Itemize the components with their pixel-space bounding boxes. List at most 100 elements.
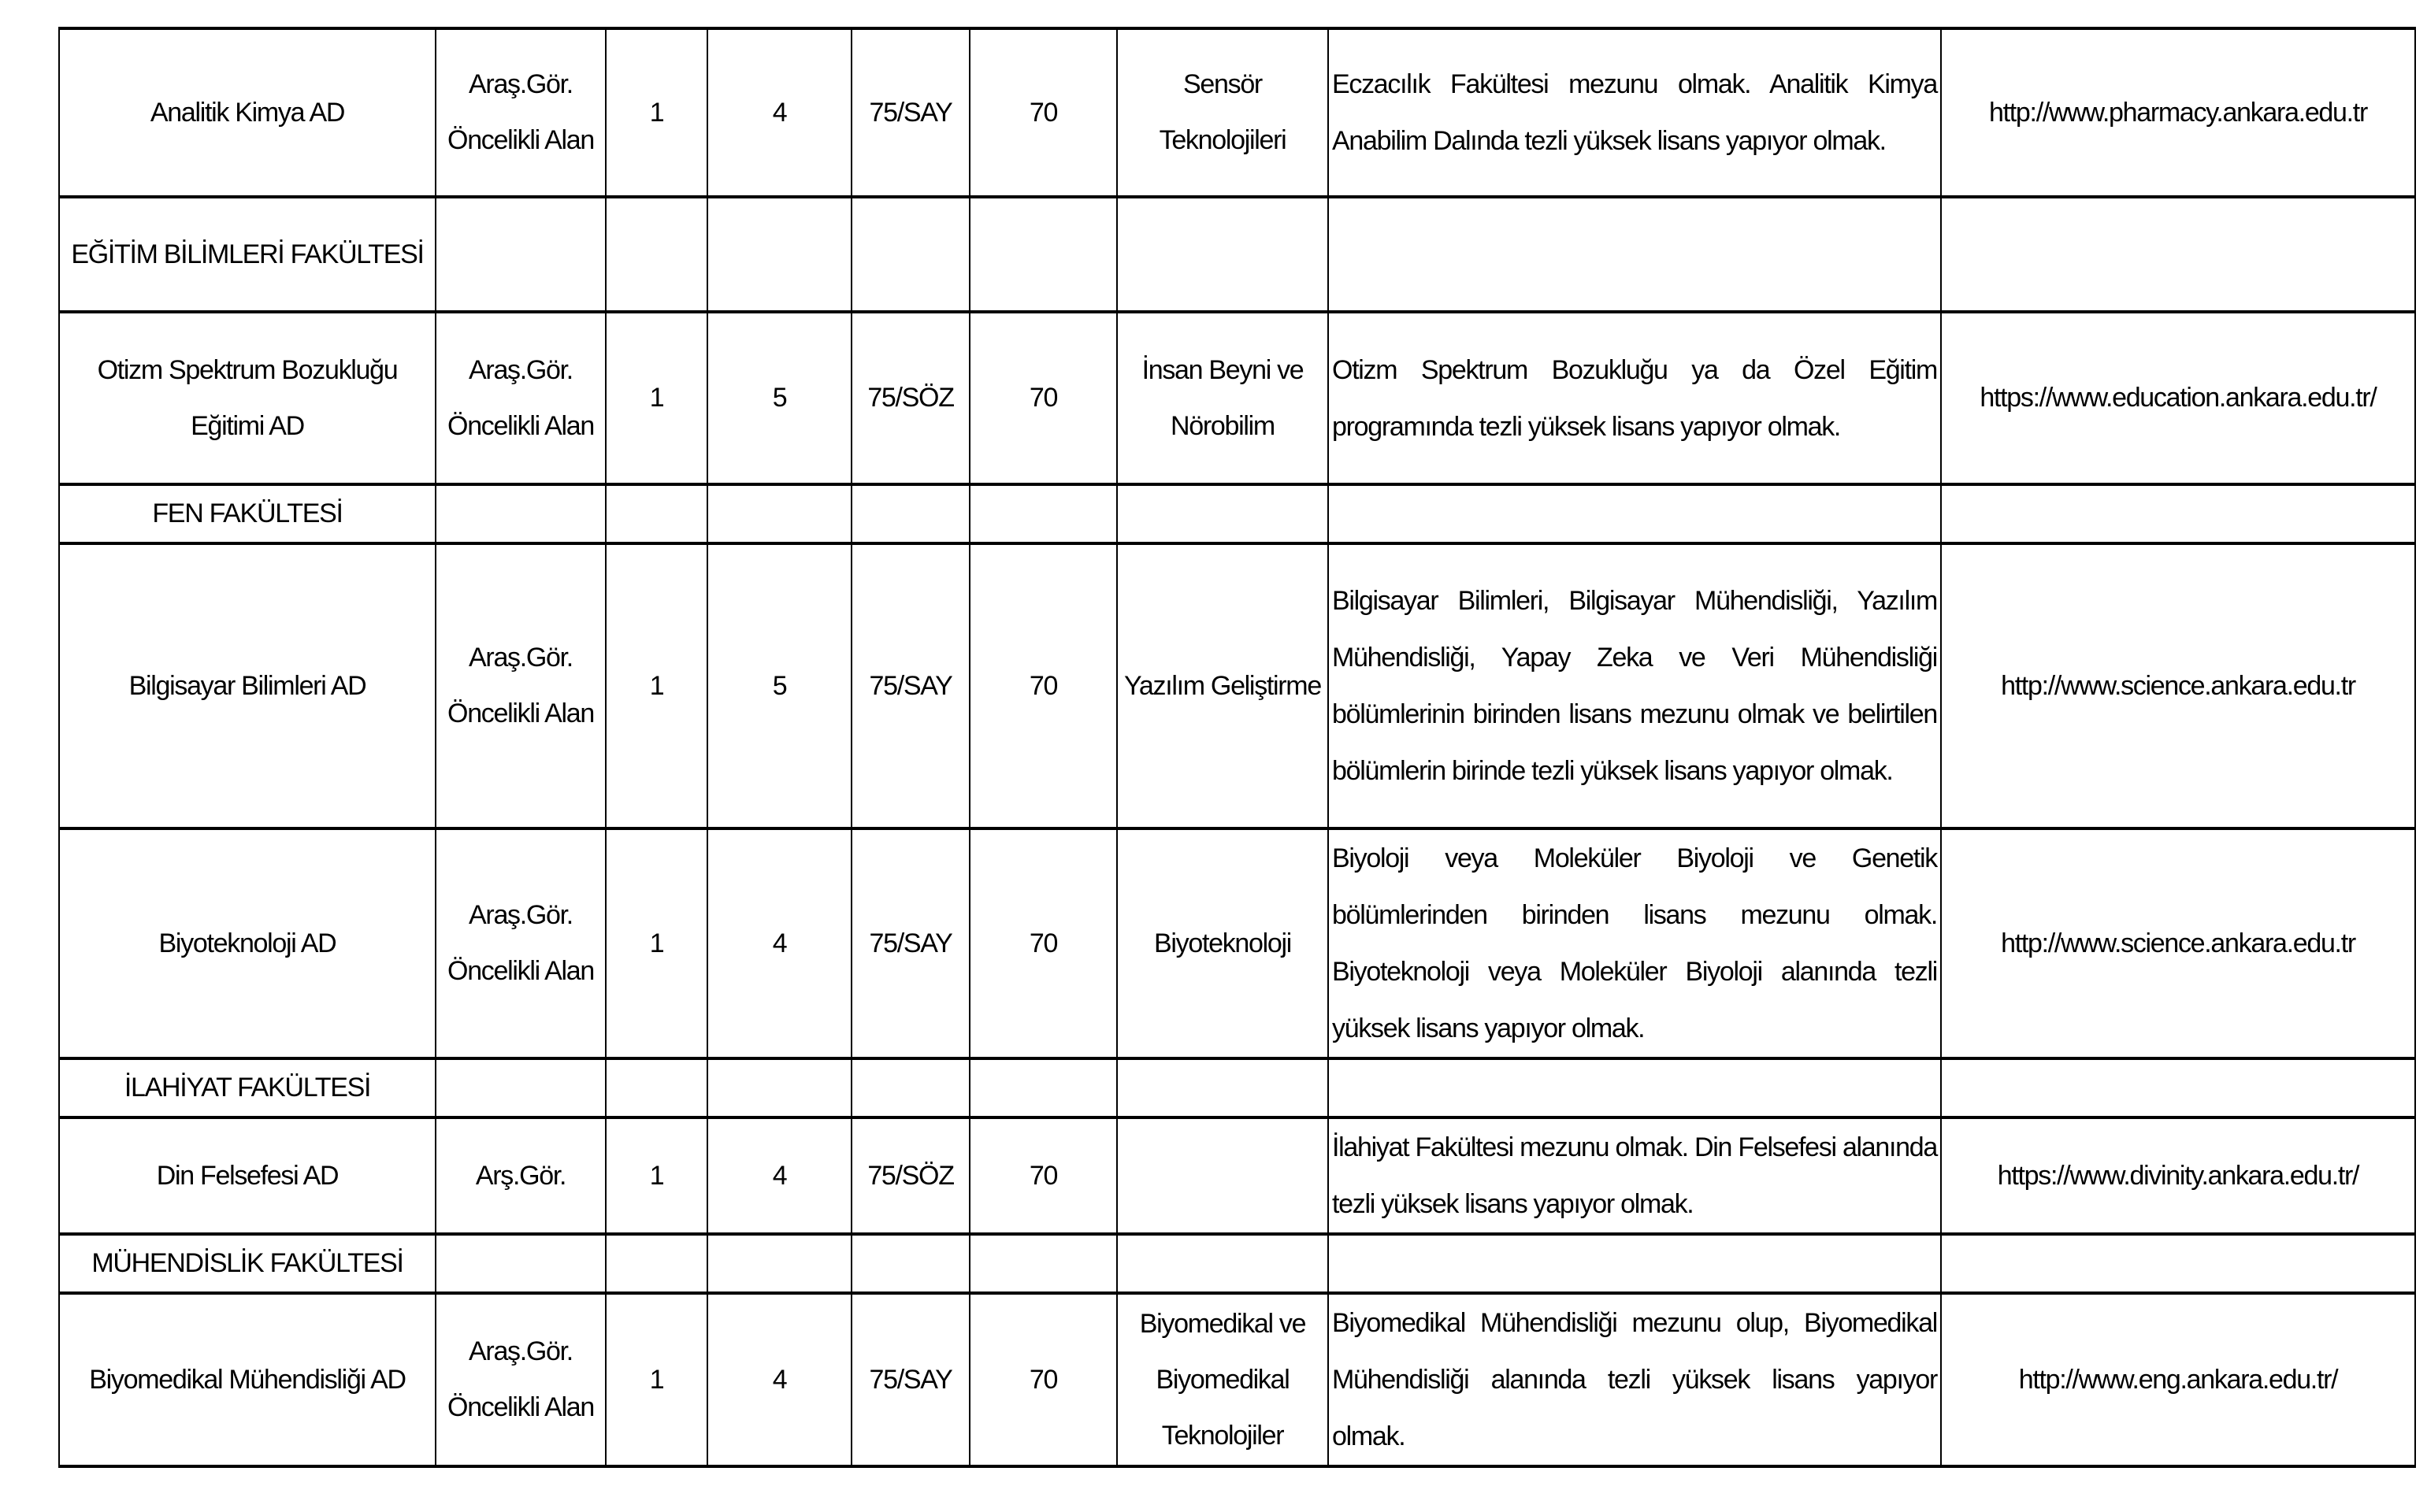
score-cell: 75/SÖZ (851, 310, 970, 486)
score-cell: 75/SAY (851, 827, 970, 1060)
table-row: Otizm Spektrum Bozukluğu Eğitimi AD Araş.… (58, 310, 2416, 486)
requirements-cell: Biyomedikal Mühendisliği mezunu olup, Bi… (1327, 1292, 1942, 1468)
priority-area-cell (1116, 1233, 1329, 1294)
url-cell[interactable]: http://www.science.ankara.edu.tr (1940, 542, 2416, 830)
count-cell: 1 (605, 542, 708, 830)
url-cell (1940, 484, 2416, 544)
requirements-cell (1327, 1233, 1942, 1294)
priority-area-cell: İnsan Beyni ve Nörobilim (1116, 310, 1329, 486)
priority-area-cell: Yazılım Geliştirme (1116, 542, 1329, 830)
faculty-row: MÜHENDİSLİK FAKÜLTESİ (58, 1233, 2416, 1294)
title-cell (435, 484, 607, 544)
count-cell: 1 (605, 1116, 708, 1236)
url-cell[interactable]: http://www.pharmacy.ankara.edu.tr (1940, 27, 2416, 198)
url-cell[interactable]: https://www.divinity.ankara.edu.tr/ (1940, 1116, 2416, 1236)
min-year-cell (707, 484, 852, 544)
faculty-row: EĞİTİM BİLİMLERİ FAKÜLTESİ (58, 196, 2416, 313)
priority-area-cell: Biyoteknoloji (1116, 827, 1329, 1060)
title-cell: Araş.Gör. Öncelikli Alan (435, 542, 607, 830)
requirements-cell: Eczacılık Fakültesi mezunu olmak. Analit… (1327, 27, 1942, 198)
table-row: Biyomedikal Mühendisliği AD Araş.Gör. Önc… (58, 1292, 2416, 1468)
requirements-cell: Bilgisayar Bilimleri, Bilgisayar Mühendi… (1327, 542, 1942, 830)
requirements-cell (1327, 196, 1942, 313)
priority-area-cell (1116, 1116, 1329, 1236)
priority-area-cell (1116, 196, 1329, 313)
language-score-cell: 70 (969, 1116, 1118, 1236)
unit-cell: Bilgisayar Bilimleri AD (58, 542, 436, 830)
priority-area-cell (1116, 484, 1329, 544)
count-cell (605, 196, 708, 313)
count-cell: 1 (605, 827, 708, 1060)
language-score-cell: 70 (969, 542, 1118, 830)
count-cell (605, 1233, 708, 1294)
language-score-cell: 70 (969, 310, 1118, 486)
table-row: Din Felsefesi AD Arş.Gör. 1 4 75/SÖZ 70 İlahiy… (58, 1116, 2416, 1236)
title-cell: Araş.Gör. Öncelikli Alan (435, 827, 607, 1060)
score-cell: 75/SAY (851, 1292, 970, 1468)
score-cell: 75/SÖZ (851, 1116, 970, 1236)
language-score-cell: 70 (969, 1292, 1118, 1468)
min-year-cell (707, 1058, 852, 1118)
score-cell (851, 1233, 970, 1294)
min-year-cell (707, 1233, 852, 1294)
requirements-cell: Biyoloji veya Moleküler Biyoloji ve Gene… (1327, 827, 1942, 1060)
faculty-row: FEN FAKÜLTESİ (58, 484, 2416, 544)
min-year-cell: 4 (707, 27, 852, 198)
min-year-cell: 4 (707, 827, 852, 1060)
unit-cell: Din Felsefesi AD (58, 1116, 436, 1236)
count-cell (605, 484, 708, 544)
min-year-cell: 5 (707, 542, 852, 830)
requirements-cell (1327, 484, 1942, 544)
faculty-row: İLAHİYAT FAKÜLTESİ (58, 1058, 2416, 1118)
positions-table: Analitik Kimya AD Araş.Gör. Öncelikli Ala… (58, 27, 2416, 1468)
unit-cell: Biyomedikal Mühendisliği AD (58, 1292, 436, 1468)
language-score-cell (969, 196, 1118, 313)
title-cell: Araş.Gör. Öncelikli Alan (435, 27, 607, 198)
score-cell (851, 1058, 970, 1118)
count-cell: 1 (605, 1292, 708, 1468)
url-cell[interactable]: http://www.science.ankara.edu.tr (1940, 827, 2416, 1060)
language-score-cell (969, 1058, 1118, 1118)
count-cell: 1 (605, 310, 708, 486)
url-cell (1940, 1058, 2416, 1118)
url-cell[interactable]: http://www.eng.ankara.edu.tr/ (1940, 1292, 2416, 1468)
score-cell (851, 484, 970, 544)
requirements-cell (1327, 1058, 1942, 1118)
unit-cell: FEN FAKÜLTESİ (58, 484, 436, 544)
min-year-cell (707, 196, 852, 313)
min-year-cell: 4 (707, 1292, 852, 1468)
count-cell (605, 1058, 708, 1118)
unit-cell: Analitik Kimya AD (58, 27, 436, 198)
title-cell: Araş.Gör. Öncelikli Alan (435, 1292, 607, 1468)
score-cell: 75/SAY (851, 27, 970, 198)
language-score-cell (969, 1233, 1118, 1294)
language-score-cell: 70 (969, 27, 1118, 198)
url-cell[interactable]: https://www.education.ankara.edu.tr/ (1940, 310, 2416, 486)
requirements-cell: İlahiyat Fakültesi mezunu olmak. Din Fel… (1327, 1116, 1942, 1236)
url-cell (1940, 196, 2416, 313)
priority-area-cell: Biyomedikal ve Biyomedikal Teknolojiler (1116, 1292, 1329, 1468)
score-cell: 75/SAY (851, 542, 970, 830)
min-year-cell: 5 (707, 310, 852, 486)
count-cell: 1 (605, 27, 708, 198)
table-row: Analitik Kimya AD Araş.Gör. Öncelikli Ala… (58, 27, 2416, 198)
unit-cell: MÜHENDİSLİK FAKÜLTESİ (58, 1233, 436, 1294)
priority-area-cell (1116, 1058, 1329, 1118)
unit-cell: EĞİTİM BİLİMLERİ FAKÜLTESİ (58, 196, 436, 313)
url-cell (1940, 1233, 2416, 1294)
title-cell (435, 1058, 607, 1118)
unit-cell: İLAHİYAT FAKÜLTESİ (58, 1058, 436, 1118)
unit-cell: Biyoteknoloji AD (58, 827, 436, 1060)
table-row: Bilgisayar Bilimleri AD Araş.Gör. Öncelik… (58, 542, 2416, 830)
title-cell (435, 1233, 607, 1294)
language-score-cell: 70 (969, 827, 1118, 1060)
min-year-cell: 4 (707, 1116, 852, 1236)
score-cell (851, 196, 970, 313)
table-row: Biyoteknoloji AD Araş.Gör. Öncelikli Alan… (58, 827, 2416, 1060)
title-cell: Araş.Gör. Öncelikli Alan (435, 310, 607, 486)
requirements-cell: Otizm Spektrum Bozukluğu ya da Özel Eğit… (1327, 310, 1942, 486)
language-score-cell (969, 484, 1118, 544)
unit-cell: Otizm Spektrum Bozukluğu Eğitimi AD (58, 310, 436, 486)
title-cell: Arş.Gör. (435, 1116, 607, 1236)
title-cell (435, 196, 607, 313)
